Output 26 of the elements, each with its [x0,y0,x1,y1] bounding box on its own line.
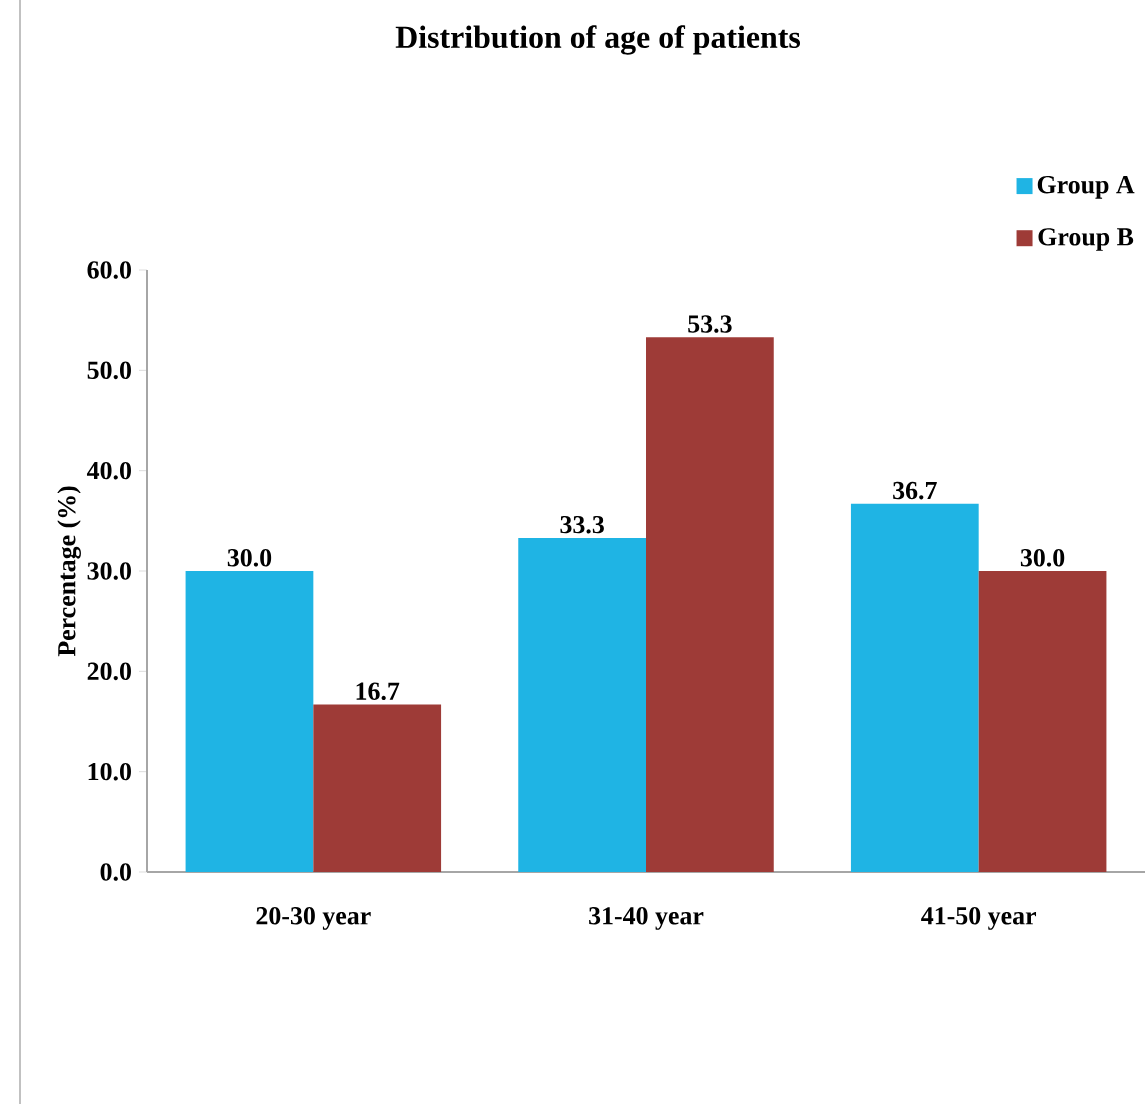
data-label: 16.7 [356,682,400,701]
data-label: 30.0 [1020,549,1065,567]
y-axis-title: Percentage (%) [57,486,81,657]
y-tick-label: 50.0 [87,361,131,380]
data-label: 53.3 [688,315,732,333]
chart-title: Distribution of age of patients [395,25,801,55]
y-tick-label: 40.0 [86,461,131,480]
bar [646,337,774,872]
legend-label: Group B [1038,228,1134,251]
bar [185,571,314,872]
x-tick-label: 20-30 year [256,907,371,930]
bar [518,537,647,872]
y-tick-label: 60.0 [87,261,131,279]
bar [850,503,979,872]
bar [313,704,442,872]
legend-label: Group A [1037,176,1135,199]
y-tick-label: 30.0 [87,562,131,580]
bar [978,571,1107,872]
data-label: 30.0 [227,549,272,567]
y-tick-label: 0.0 [100,863,131,881]
y-tick-label: 20.0 [87,662,131,681]
data-label: 36.7 [893,481,937,500]
x-tick-label: 41-50 year [921,907,1037,930]
data-label: 33.3 [560,515,604,534]
y-tick-label: 10.0 [88,762,131,781]
x-tick-label: 31-40 year [589,907,704,930]
